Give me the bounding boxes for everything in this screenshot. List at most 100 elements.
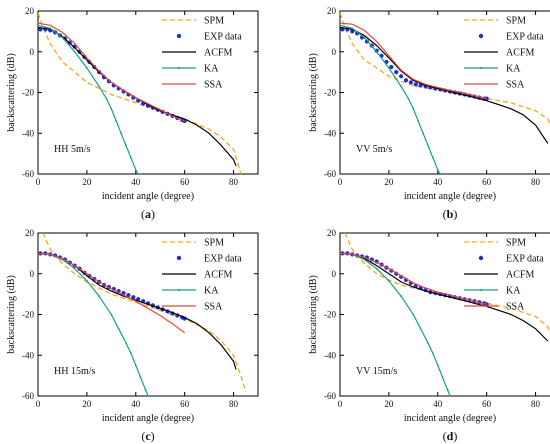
chart-panel-d: 0 20 40 60 80 20 0 -20 -40 -60 incident angle (deg… (308, 228, 550, 443)
ka-marker (144, 388, 147, 391)
ka-marker (400, 85, 403, 88)
legend-label: EXP data (506, 32, 544, 43)
ka-marker (446, 388, 449, 391)
x-axis-title: incident angle (degree) (404, 413, 496, 424)
x-tick-label: 60 (482, 177, 492, 187)
ka-marker (139, 376, 142, 379)
series-line-acfm (340, 26, 549, 144)
legend-label: ACFM (204, 270, 232, 281)
ka-marker (125, 342, 127, 344)
y-tick-label: -60 (324, 169, 336, 179)
ka-marker (125, 144, 127, 147)
ka-marker (419, 327, 422, 330)
series-line-ssa (340, 252, 487, 305)
x-tick-label: 60 (180, 177, 190, 187)
x-tick-label: 80 (531, 177, 541, 187)
legend-swatch (478, 33, 484, 39)
y-tick-label: 0 (332, 47, 337, 57)
ka-marker (375, 50, 378, 53)
panel-caption: (c) (141, 429, 154, 443)
caption-letter: a (145, 207, 151, 221)
legend-label: SSA (204, 80, 223, 91)
ka-marker (387, 279, 390, 282)
x-tick-label: 60 (180, 399, 190, 409)
ka-marker (105, 97, 108, 100)
ka-marker (375, 267, 378, 270)
series-line-acfm (340, 252, 549, 342)
ka-marker (449, 395, 451, 396)
ka-marker (441, 376, 444, 379)
caption-open: ( (141, 207, 145, 221)
caption-letter: b (447, 207, 454, 221)
ka-marker (340, 24, 341, 27)
caption-open: ( (443, 207, 447, 221)
panel-annotation: VV 15m/s (356, 366, 397, 377)
legend-swatch (176, 255, 182, 261)
ka-marker (363, 258, 366, 261)
legend-label: KA (204, 64, 219, 75)
ka-marker (400, 295, 403, 298)
y-tick-label: -20 (22, 310, 34, 320)
x-axis-title: incident angle (degree) (102, 413, 194, 424)
caption-close: ) (151, 429, 155, 443)
ka-marker (98, 85, 101, 88)
ka-marker (115, 120, 118, 122)
series-line-ka (38, 24, 139, 174)
legend-label: EXP data (204, 254, 242, 265)
exp-data-point (364, 39, 369, 44)
panel-caption: (a) (141, 207, 155, 221)
ka-marker (422, 132, 425, 135)
y-tick-label: -40 (324, 350, 336, 360)
ka-marker (387, 67, 390, 69)
panel-annotation: HH 15m/s (54, 366, 96, 377)
x-tick-label: 80 (229, 177, 239, 187)
ka-marker (407, 97, 410, 100)
legend-label: SPM (506, 238, 526, 249)
series-layer (340, 12, 550, 174)
ka-marker (147, 395, 149, 396)
ka-marker (49, 27, 52, 30)
legend-swatch-marker (479, 288, 483, 292)
ka-marker (85, 279, 88, 282)
series-line-ka (340, 252, 451, 396)
x-tick-label: 40 (131, 399, 141, 409)
ka-marker (73, 267, 76, 270)
x-tick-label: 80 (229, 399, 239, 409)
legend-label: SPM (204, 238, 224, 249)
y-axis-title: backscattering (dB) (6, 53, 17, 132)
x-tick-label: 20 (384, 177, 394, 187)
legend-swatch (176, 33, 182, 39)
exp-data-point (131, 295, 136, 300)
x-tick-label: 20 (82, 399, 92, 409)
panel-annotation: VV 5m/s (356, 144, 392, 155)
series-line-spm (340, 12, 550, 126)
ka-marker (351, 27, 354, 30)
series-layer (340, 233, 550, 396)
ka-marker (120, 132, 123, 135)
ka-marker (427, 342, 429, 344)
y-tick-label: -40 (324, 128, 336, 138)
x-tick-label: 60 (482, 399, 492, 409)
series-line-ka (340, 24, 441, 174)
x-tick-label: 0 (36, 399, 41, 409)
series-layer (38, 12, 242, 174)
caption-open: ( (443, 429, 447, 443)
exp-data-point (394, 70, 399, 75)
legend-label: KA (506, 286, 521, 297)
panel-annotation: HH 5m/s (54, 144, 91, 155)
chart-panel-c: 0 20 40 60 80 20 0 -20 -40 -60 incident angle (deg… (6, 228, 259, 443)
y-tick-label: -40 (22, 128, 34, 138)
y-tick-label: 20 (327, 6, 337, 16)
ka-marker (38, 24, 39, 27)
y-axis-title: backscattering (dB) (308, 275, 319, 354)
y-tick-label: 20 (327, 228, 337, 238)
ka-marker (436, 169, 439, 171)
exp-data-point (403, 78, 409, 83)
ka-marker (431, 352, 434, 355)
ka-marker (412, 107, 415, 110)
ka-marker (436, 364, 439, 367)
caption-letter: d (447, 429, 454, 443)
ka-marker (412, 313, 415, 316)
series-line-spm (38, 12, 242, 174)
x-tick-label: 0 (338, 177, 343, 187)
